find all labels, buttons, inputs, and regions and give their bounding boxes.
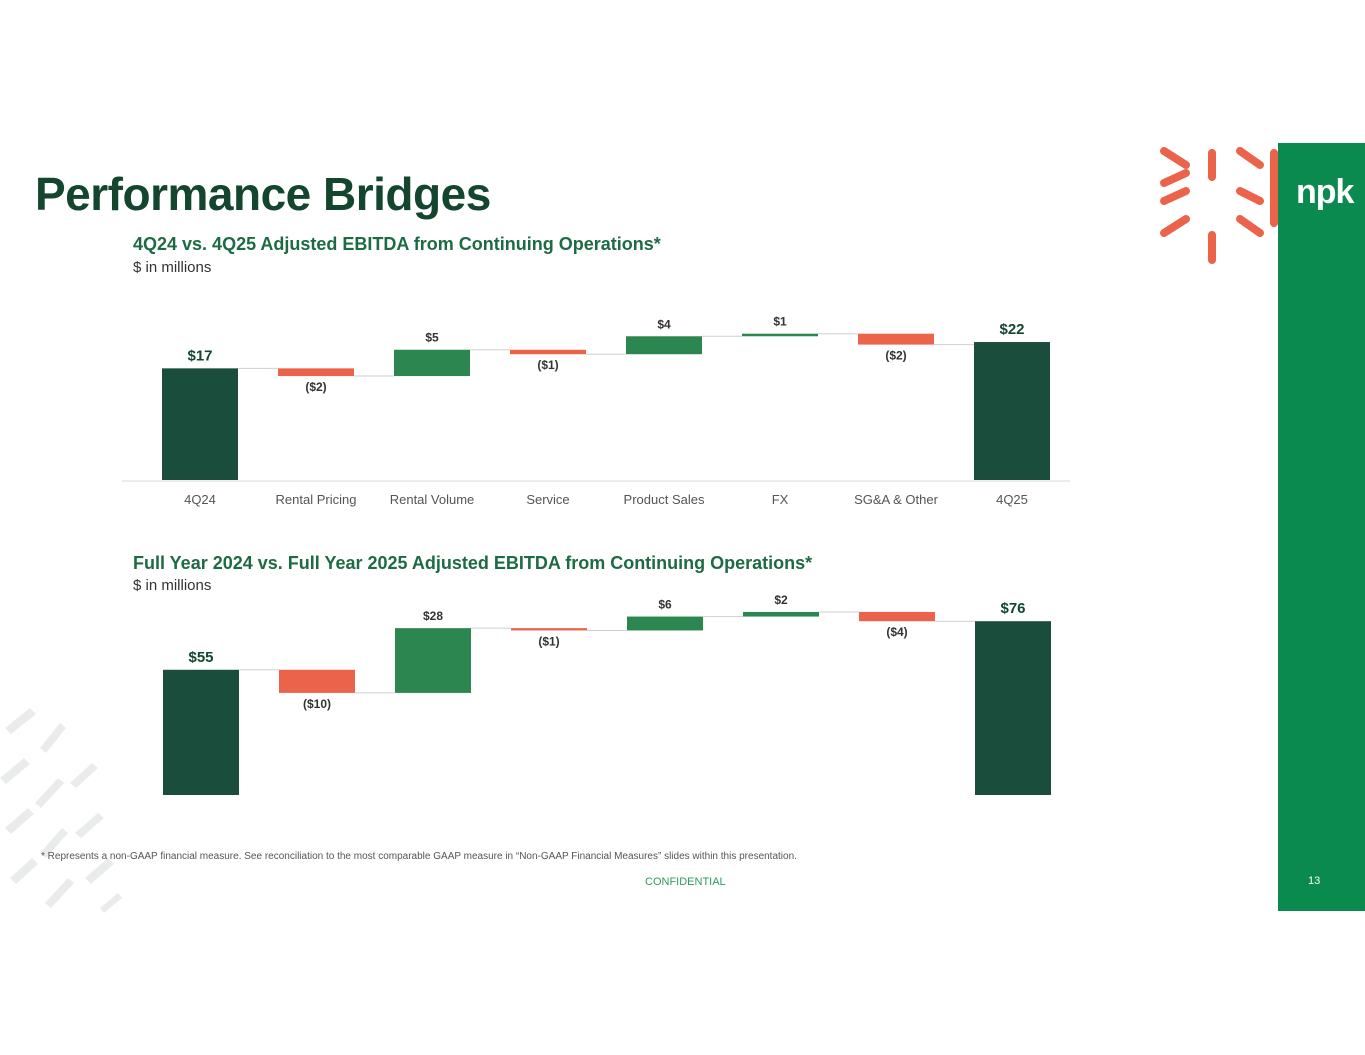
slide: Performance Bridges npk 13 4Q24 vs. 4Q25… [0,143,1365,913]
chart-1-category-label-7: 4Q25 [996,492,1028,507]
chart-2-title: Full Year 2024 vs. Full Year 2025 Adjust… [133,553,813,573]
chart-1-category-label-4: Product Sales [624,492,705,507]
chart-2-data-label-0: $55 [188,649,213,666]
chart-2-data-label-7: $76 [1000,600,1025,617]
chart-2-bar-6 [859,611,935,622]
chart-1-bar-3 [510,349,586,355]
chart-2-data-label-6: ($4) [886,625,907,639]
chart-2-data-label-4: $6 [658,598,672,612]
footnote: * Represents a non-GAAP financial measur… [41,851,797,862]
chart-2-data-label-2: $28 [423,609,443,623]
chart-1-category-label-5: FX [772,492,789,507]
chart-2-data-label-3: ($1) [538,634,559,648]
chart-1-data-label-7: $22 [999,321,1024,338]
chart-1-bar-0 [162,368,238,480]
chart-1-data-label-4: $4 [657,317,671,331]
chart-1-bar-7 [974,342,1050,480]
chart-1-data-label-0: $17 [187,347,212,364]
chart-1-bar-5 [742,333,818,337]
chart-1-units: $ in millions [133,259,212,276]
chart-1-category-label-2: Rental Volume [390,492,475,507]
chart-2-bar-5 [743,611,819,617]
chart-2-data-label-5: $2 [774,593,788,607]
page-number: 13 [1308,875,1321,887]
npk-logo: npk [1296,173,1354,211]
chart-1-title: 4Q24 vs. 4Q25 Adjusted EBITDA from Conti… [133,234,661,254]
chart-2-bar-1 [279,669,355,693]
chart-1-bar-6 [858,333,934,345]
chart-2-bar-3 [511,628,587,631]
chart-1-bar-1 [278,368,354,377]
chart-2-data-label-1: ($10) [303,697,331,711]
background-pattern-decoration [0,708,122,913]
chart-1-data-label-1: ($2) [305,380,326,394]
chart-1-data-label-6: ($2) [885,349,906,363]
chart-1-bar-2 [394,349,470,377]
chart-1-waterfall: $17 4Q24 ($2) Rental Pricing $5 Rental Volume… [122,315,1070,507]
page-title: Performance Bridges [35,168,491,220]
chart-2-bar-4 [627,616,703,631]
chart-1-data-label-5: $1 [773,315,787,329]
chart-1-category-label-3: Service [526,492,569,507]
chart-1-category-label-0: 4Q24 [184,492,216,507]
chart-2-waterfall: $552024($10)Rental Pricing$28Rental Volu… [163,593,1051,795]
chart-2-units: $ in millions [133,577,212,594]
chart-1-category-label-6: SG&A & Other [854,492,938,507]
chart-1-bar-4 [626,336,702,355]
chart-1-data-label-2: $5 [425,331,439,345]
chart-1-category-label-1: Rental Pricing [276,492,357,507]
chart-2-bar-7 [975,621,1051,795]
brand-sidebar: npk 13 [1278,143,1365,911]
chart-1-data-label-3: ($1) [537,358,558,372]
chart-2-bar-2 [395,628,471,693]
burst-logo-icon [1160,147,1278,264]
confidential-label: CONFIDENTIAL [645,876,726,888]
chart-2-bar-0 [163,669,239,795]
